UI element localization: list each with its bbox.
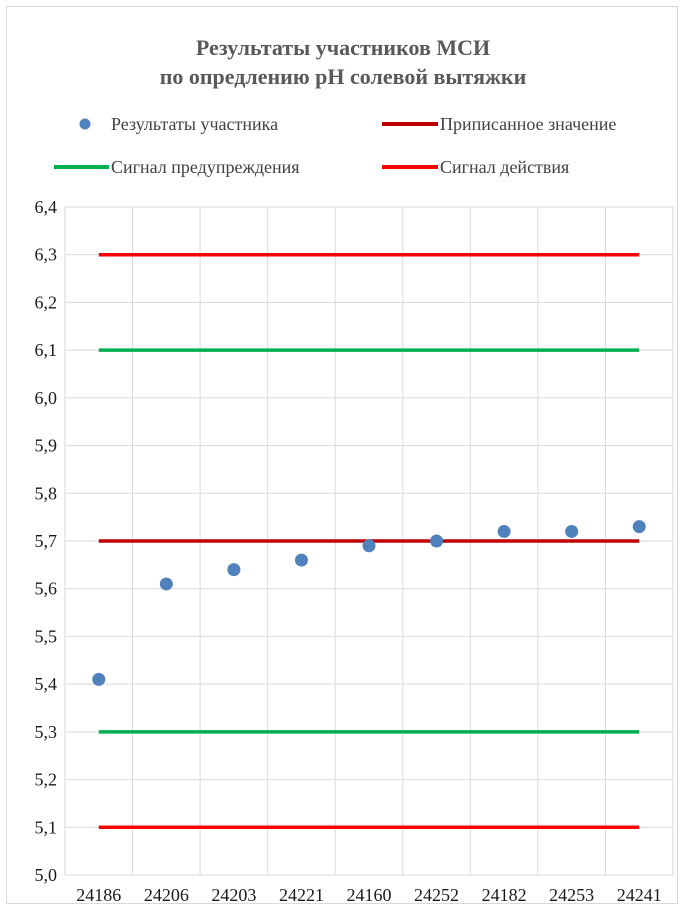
y-tick-label: 6,2 [35, 292, 58, 312]
x-tick-label: 24160 [347, 885, 392, 905]
chart-title-line-1: Результаты участников МСИ [196, 35, 490, 60]
data-point [565, 524, 579, 538]
data-point [430, 534, 444, 548]
y-tick-label: 6,0 [35, 388, 58, 408]
data-point [497, 524, 511, 538]
legend-label-participant-results: Результаты участника [111, 114, 278, 134]
participant-points [92, 520, 646, 686]
y-tick-label: 5,4 [35, 674, 58, 694]
data-point [159, 577, 173, 591]
x-tick-label: 24252 [414, 885, 459, 905]
y-tick-label: 5,7 [35, 531, 58, 551]
y-tick-label: 6,1 [35, 340, 58, 360]
data-point [362, 539, 376, 553]
chart: Результаты участников МСИ по опредлению … [35, 35, 674, 905]
legend-item-assigned-value: Приписанное значение [382, 114, 616, 134]
x-tick-label: 24206 [144, 885, 189, 905]
x-tick-label: 24186 [76, 885, 121, 905]
x-tick-label: 24203 [211, 885, 256, 905]
y-tick-label: 5,8 [35, 483, 58, 503]
legend-item-warning-signal: Сигнал предупреждения [54, 157, 300, 177]
data-point [294, 553, 308, 567]
y-tick-label: 5,5 [35, 626, 58, 646]
chart-title: Результаты участников МСИ по опредлению … [160, 35, 527, 89]
chart-title-line-2: по опредлению pH солевой вытяжки [160, 64, 527, 89]
x-axis-tick-labels: 24186 24206 24203 24221 24160 24252 24182 24253… [76, 885, 661, 905]
x-tick-label: 24241 [617, 885, 662, 905]
x-tick-label: 24221 [279, 885, 324, 905]
legend-label-action-signal: Сигнал действия [440, 157, 569, 177]
y-tick-label: 5,1 [35, 817, 58, 837]
x-tick-label: 24182 [482, 885, 527, 905]
x-tick-label: 24253 [549, 885, 594, 905]
y-tick-label: 6,4 [35, 197, 58, 217]
y-tick-label: 5,9 [35, 436, 58, 456]
y-tick-label: 6,3 [35, 245, 58, 265]
data-point [92, 672, 106, 686]
y-tick-label: 5,2 [35, 770, 58, 790]
data-point [227, 563, 241, 577]
chart-frame: Результаты участников МСИ по опредлению … [6, 6, 678, 905]
y-tick-label: 5,0 [35, 865, 58, 885]
y-tick-label: 5,3 [35, 722, 58, 742]
legend-item-action-signal: Сигнал действия [382, 157, 569, 177]
legend-label-assigned-value: Приписанное значение [440, 114, 616, 134]
data-point [632, 520, 646, 534]
legend-item-participant-results: Результаты участника [79, 114, 278, 134]
legend-marker-participant-results [79, 118, 91, 130]
y-tick-label: 5,6 [35, 579, 58, 599]
legend: Результаты участника Приписанное значени… [54, 114, 616, 177]
legend-label-warning-signal: Сигнал предупреждения [111, 157, 300, 177]
y-axis-tick-labels: 5,0 5,1 5,2 5,3 5,4 5,5 5,6 5,7 5,8 5,9 6,0 6,1 6,2 6… [35, 197, 58, 885]
